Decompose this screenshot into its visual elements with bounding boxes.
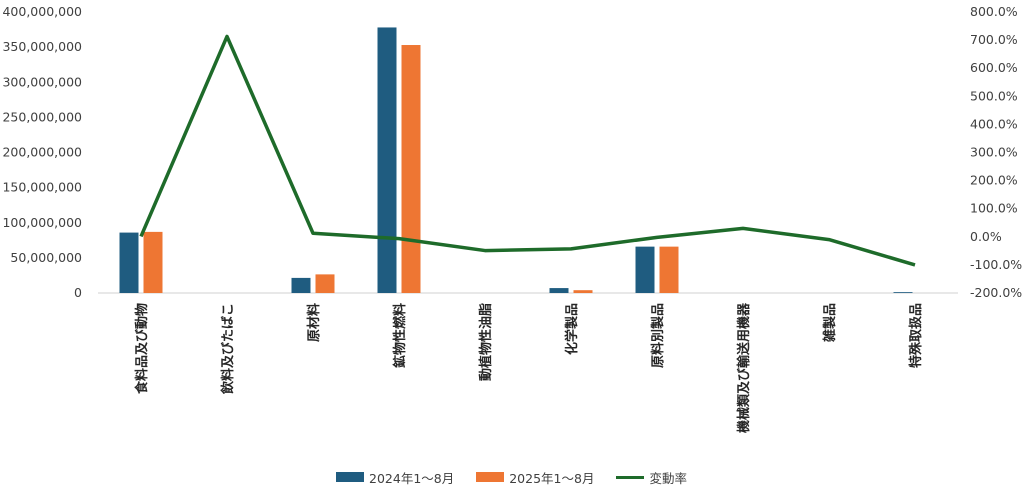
legend-label-2025: 2025年1～8月 <box>509 470 595 486</box>
right-tick-label: 600.0% <box>970 60 1018 75</box>
bars <box>119 27 913 294</box>
right-tick-label: -100.0% <box>970 257 1022 272</box>
legend-item-change-rate[interactable]: 変動率 <box>616 468 687 487</box>
category-label: 原材料 <box>306 303 322 342</box>
bar-2025-0[interactable] <box>143 231 163 293</box>
right-tick-label: 800.0% <box>970 4 1018 19</box>
right-tick-label: 500.0% <box>970 88 1018 103</box>
legend: 2024年1～8月 2025年1～8月 変動率 <box>0 466 1023 488</box>
category-label: 動植物性油脂 <box>478 303 494 381</box>
bar-2024-0[interactable] <box>119 232 139 293</box>
change-rate-line <box>139 34 916 267</box>
left-tick-label: 50,000,000 <box>10 250 82 265</box>
bar-2025-2[interactable] <box>315 274 335 293</box>
category-label: 特殊取扱品 <box>908 303 924 368</box>
legend-label-change-rate: 変動率 <box>649 470 687 486</box>
left-tick-label: 100,000,000 <box>2 215 82 230</box>
category-label: 雑製品 <box>822 303 838 343</box>
bar-2024-6[interactable] <box>635 246 655 293</box>
legend-swatch-change-rate <box>616 475 645 479</box>
right-tick-label: 300.0% <box>970 145 1018 160</box>
category-label: 原料別製品 <box>650 303 666 368</box>
right-tick-label: 100.0% <box>970 201 1018 216</box>
right-tick-label: 0.0% <box>970 229 1002 244</box>
bar-2024-3[interactable] <box>377 27 397 294</box>
legend-label-2024: 2024年1～8月 <box>369 470 455 486</box>
left-tick-label: 200,000,000 <box>2 145 82 160</box>
legend-swatch-2024 <box>336 472 365 482</box>
category-labels: 食料品及び動物 飲料及びたばこ 原材料 鉱物性燃料 動植物性油脂 化学製品 原料別製品 機械類… <box>134 302 924 433</box>
right-tick-label: 400.0% <box>970 116 1018 131</box>
category-label: 機械類及び輸送用機器 <box>736 302 752 433</box>
right-tick-label: 200.0% <box>970 173 1018 188</box>
left-tick-label: 250,000,000 <box>2 109 82 124</box>
change-rate-polyline[interactable] <box>139 34 916 267</box>
left-tick-label: 400,000,000 <box>2 4 82 19</box>
right-tick-label: 700.0% <box>970 32 1018 47</box>
bar-2024-2[interactable] <box>291 277 311 293</box>
bar-2024-5[interactable] <box>549 288 569 293</box>
left-tick-label: 300,000,000 <box>2 74 82 89</box>
bar-2025-5[interactable] <box>573 290 593 293</box>
category-label: 飲料及びたばこ <box>220 303 236 395</box>
category-label: 化学製品 <box>564 303 580 355</box>
left-tick-label: 150,000,000 <box>2 180 82 195</box>
legend-item-2025[interactable]: 2025年1～8月 <box>476 468 594 487</box>
right-tick-label: -200.0% <box>970 285 1022 300</box>
left-tick-label: 350,000,000 <box>2 39 82 54</box>
bar-2024-9[interactable] <box>893 292 913 293</box>
combo-chart: 0 50,000,000 100,000,000 150,000,000 200,000… <box>2 4 1022 433</box>
legend-item-2024[interactable]: 2024年1～8月 <box>336 468 454 487</box>
left-axis: 0 50,000,000 100,000,000 150,000,000 200,000… <box>2 4 82 300</box>
category-label: 鉱物性燃料 <box>392 303 408 368</box>
left-tick-label: 0 <box>74 285 82 300</box>
bar-2025-3[interactable] <box>401 45 421 293</box>
bar-2025-6[interactable] <box>659 246 679 293</box>
legend-swatch-2025 <box>476 472 505 482</box>
category-label: 食料品及び動物 <box>134 303 150 394</box>
right-axis: -200.0% -100.0% 0.0% 100.0% 200.0% 300.0% 400.… <box>970 4 1022 300</box>
